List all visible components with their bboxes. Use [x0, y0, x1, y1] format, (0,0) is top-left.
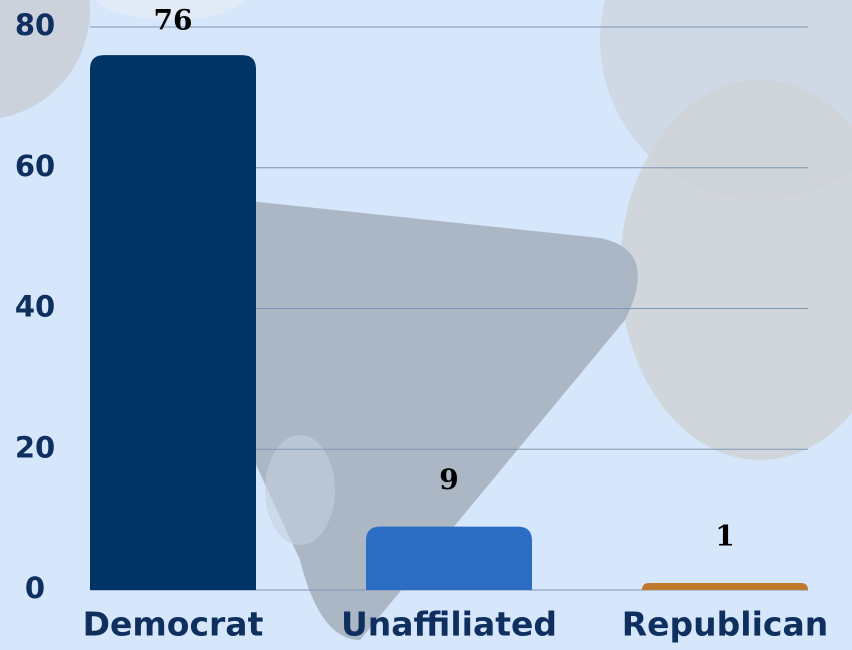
value-label: 9 — [439, 463, 458, 496]
y-tick-label: 60 — [15, 149, 55, 183]
bar — [90, 55, 256, 590]
y-tick-label: 40 — [15, 290, 55, 324]
value-label: 1 — [715, 519, 734, 552]
value-label: 76 — [154, 4, 193, 37]
x-tick-label: Democrat — [83, 605, 264, 644]
bar — [366, 527, 532, 590]
y-tick-label: 80 — [15, 8, 55, 42]
y-tick-label: 0 — [25, 571, 45, 605]
y-tick-label: 20 — [15, 430, 55, 464]
x-tick-label: Republican — [622, 605, 828, 644]
bar — [642, 583, 808, 590]
x-tick-label: Unaffiliated — [341, 605, 557, 644]
chart: 0 20 40 60 80 76 Democrat 9 Unaffiliated 1 Republi… — [0, 0, 852, 650]
